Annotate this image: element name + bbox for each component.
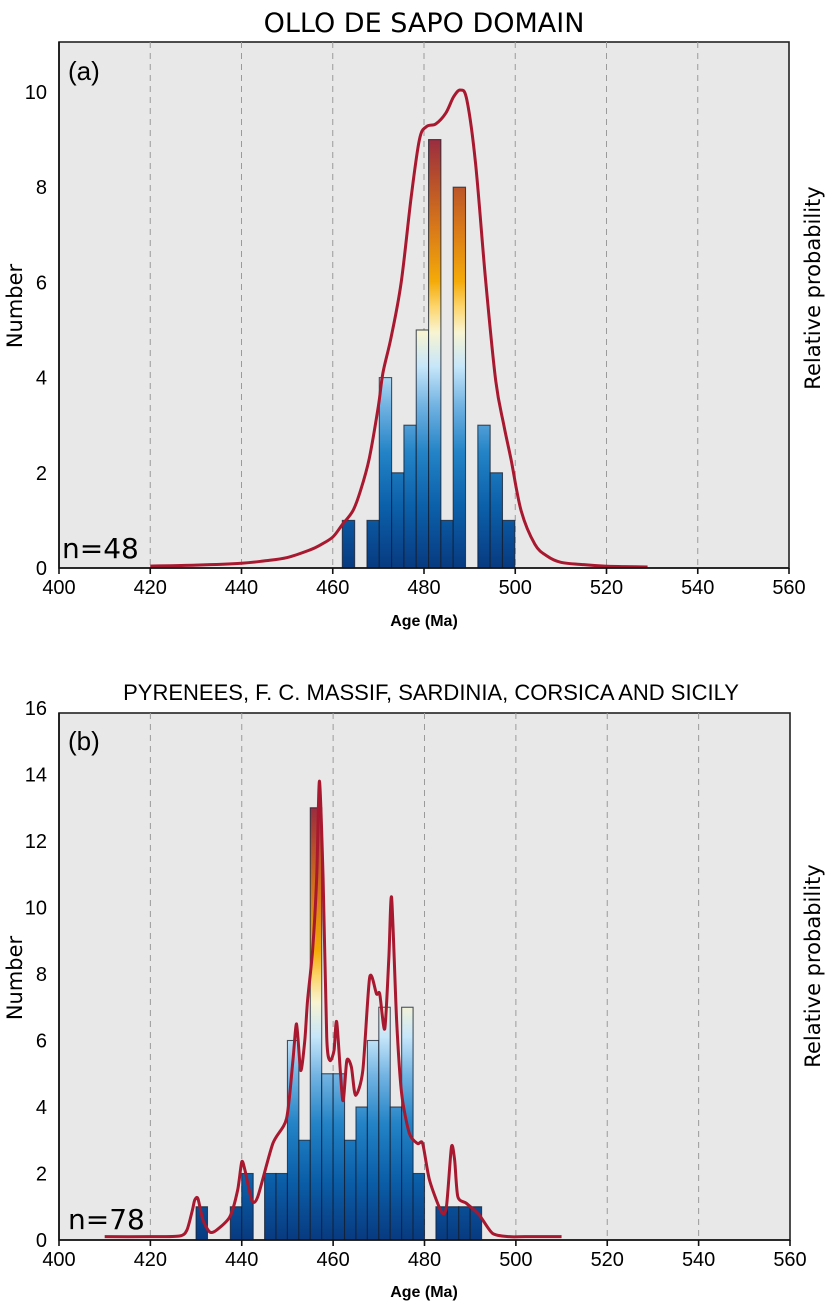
panel-b-y-ticks: 0 2 4 6 8 10 12 14 16: [25, 698, 47, 1252]
panel-b-title: PYRENEES, F. C. MASSIF, SARDINIA, CORSIC…: [123, 680, 739, 705]
panel-a: OLLO DE SAPO DOMAIN 400 420 440 460 480 500 52…: [3, 8, 825, 630]
histogram-bar: [298, 1139, 311, 1241]
panel-b-n-count: n=78: [68, 1203, 145, 1236]
x-tick-label: 540: [682, 1249, 715, 1271]
panel-a-bars: [341, 139, 516, 569]
panel-a-title: OLLO DE SAPO DOMAIN: [264, 8, 585, 39]
panel-a-y2-label: Relative probability: [801, 186, 825, 389]
panel-b-x-label: Age (Ma): [390, 1284, 458, 1301]
histogram-bar: [391, 472, 405, 569]
histogram-bar: [264, 1172, 277, 1241]
y-tick-label: 10: [25, 898, 47, 920]
panel-b-y-label: Number: [3, 935, 27, 1020]
histogram-bar: [412, 1172, 426, 1241]
panel-a-y-ticks: 0 2 4 6 8 10: [25, 82, 47, 580]
x-tick-label: 460: [316, 1249, 349, 1271]
y-tick-label: 6: [36, 1031, 47, 1053]
histogram-bar: [366, 1039, 380, 1241]
y-tick-label: 0: [36, 558, 47, 580]
histogram-bar: [428, 139, 442, 569]
histogram-bar: [355, 1106, 368, 1241]
x-tick-label: 440: [225, 1249, 258, 1271]
histogram-bar: [452, 186, 467, 569]
y-tick-label: 12: [25, 831, 47, 853]
histogram-bar: [321, 1073, 334, 1241]
x-tick-label: 420: [134, 577, 167, 599]
histogram-bar: [477, 424, 491, 569]
histogram-bar: [489, 472, 504, 569]
panel-a-x-label: Age (Ma): [390, 613, 458, 630]
histogram-bar: [458, 1206, 471, 1241]
y-tick-label: 6: [36, 272, 47, 294]
x-tick-label: 520: [591, 1249, 624, 1271]
histogram-bar: [341, 519, 356, 569]
y-tick-label: 2: [36, 463, 47, 485]
histogram-bar: [501, 519, 516, 569]
panel-b-x-ticks: 400 420 440 460 480 500 520 540 560: [42, 1240, 807, 1271]
y-tick-label: 4: [36, 1097, 47, 1119]
x-tick-label: 400: [42, 1249, 75, 1271]
histogram-bar: [446, 1206, 460, 1241]
panel-a-tag: (a): [68, 56, 100, 86]
histogram-bar: [378, 1006, 391, 1241]
x-tick-label: 540: [681, 577, 714, 599]
x-tick-label: 480: [407, 577, 440, 599]
panel-b-probability-curve: [104, 779, 562, 1239]
histogram-bar: [415, 329, 430, 569]
histogram-bar: [389, 1106, 403, 1241]
x-tick-label: 460: [316, 577, 349, 599]
y-tick-label: 10: [25, 82, 47, 104]
x-tick-label: 560: [773, 1249, 806, 1271]
x-tick-label: 500: [499, 577, 532, 599]
panel-b-y2-label: Relative probability: [801, 864, 825, 1067]
y-tick-label: 16: [25, 698, 47, 720]
panel-b: PYRENEES, F. C. MASSIF, SARDINIA, CORSIC…: [3, 680, 825, 1301]
y-tick-label: 0: [36, 1230, 47, 1252]
panel-a-x-ticks: 400 420 440 460 480 500 520 540 560: [42, 568, 806, 599]
x-tick-label: 480: [408, 1249, 441, 1271]
histogram-bar: [275, 1172, 288, 1241]
panel-a-probability-curve: [150, 88, 648, 569]
y-tick-label: 8: [36, 177, 47, 199]
panel-a-y-label: Number: [3, 263, 27, 348]
histogram-bar: [378, 377, 393, 569]
y-tick-label: 8: [36, 964, 47, 986]
x-tick-label: 500: [499, 1249, 532, 1271]
x-tick-label: 560: [772, 577, 805, 599]
histogram-bar: [403, 424, 417, 569]
panel-b-tag: (b): [68, 726, 100, 756]
x-tick-label: 440: [225, 577, 258, 599]
y-tick-label: 2: [36, 1164, 47, 1186]
x-tick-label: 520: [590, 577, 623, 599]
x-tick-label: 420: [134, 1249, 167, 1271]
histogram-bar: [343, 1139, 357, 1241]
x-tick-label: 400: [42, 577, 75, 599]
y-tick-label: 14: [25, 765, 47, 787]
histogram-bar: [366, 519, 380, 569]
histogram-bar: [440, 519, 454, 569]
panel-a-n-count: n=48: [62, 532, 139, 565]
y-tick-label: 4: [36, 368, 47, 390]
